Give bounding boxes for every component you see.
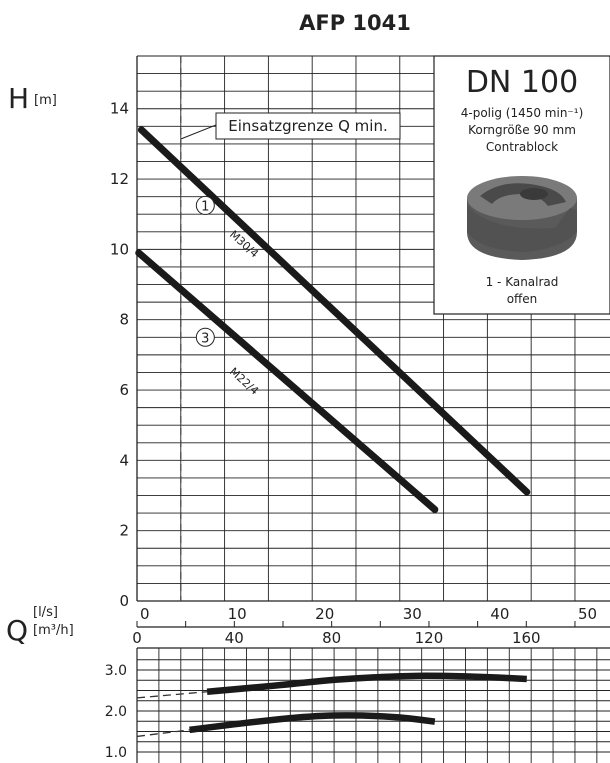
lower-y-tick-label: 2.0	[105, 704, 127, 720]
min-flow-line-group: Einsatzgrenze Q min.	[180, 56, 401, 601]
impeller-image	[467, 176, 577, 260]
secondary-axis-labels: 0 40 80 120 160	[132, 621, 610, 647]
power-curve-1	[206, 672, 527, 695]
x-tick-label: 20	[315, 605, 334, 623]
curve-marker-number: 3	[201, 331, 209, 346]
curve-marker-circle	[195, 327, 215, 347]
y-tick-label: 2	[119, 522, 129, 540]
curve-marker-circle	[195, 195, 215, 215]
y-tick-label: 6	[119, 381, 129, 399]
y-tick-label: 12	[110, 170, 129, 188]
lower-y-tick-label: 3.0	[105, 663, 127, 679]
y-axis-label: H	[8, 82, 29, 115]
x-tick-label: 0	[140, 605, 150, 623]
power-curve-dashed-start	[136, 691, 208, 699]
chart-title: AFP 1041	[299, 11, 411, 35]
secondary-tick-label: 120	[415, 629, 444, 647]
x-axis-unit-m3h: [m³/h]	[33, 623, 74, 638]
x-tick-label: 40	[490, 605, 509, 623]
head-curve-M22/4	[135, 249, 439, 514]
y-tick-label: 4	[119, 451, 129, 469]
y-tick-label: 8	[119, 311, 129, 329]
power-curves	[136, 672, 527, 738]
power-curve-2	[189, 712, 436, 734]
x-axis-label: Q	[6, 614, 28, 647]
main-axis-labels: 0 2 4 6 8 10 12 14 0 10 20 30 40 50	[110, 100, 597, 623]
inset-line-1: 4-polig (1450 min⁻¹)	[461, 106, 584, 120]
min-flow-label-box	[215, 112, 401, 140]
head-curve-M30/4	[137, 126, 531, 496]
curve-model-label: M22/4	[227, 365, 261, 398]
lower-grid	[136, 647, 610, 763]
lower-axis-labels: 1.0 2.0 3.0	[105, 663, 127, 761]
secondary-tick-label: 160	[512, 629, 541, 647]
y-axis-unit: [m]	[34, 93, 57, 108]
x-tick-label: 10	[228, 605, 247, 623]
x-tick-label: 30	[403, 605, 422, 623]
y-tick-label: 0	[119, 592, 129, 610]
min-flow-label: Einsatzgrenze Q min.	[228, 117, 388, 135]
min-flow-leader-line	[180, 124, 217, 140]
x-tick-label: 50	[578, 605, 597, 623]
inset-line-5: offen	[507, 292, 538, 306]
y-tick-label: 10	[110, 240, 129, 258]
inset-line-3: Contrablock	[486, 140, 558, 154]
secondary-tick-label: 40	[225, 629, 244, 647]
secondary-tick-label: 80	[322, 629, 341, 647]
curve-marker-number: 1	[201, 199, 209, 214]
secondary-tick-label: 0	[132, 629, 142, 647]
inset-line-2: Korngröße 90 mm	[468, 123, 576, 137]
power-curve-dashed-start	[136, 729, 190, 738]
x-axis-unit-ls: [l/s]	[33, 605, 58, 620]
lower-y-tick-label: 1.0	[105, 745, 127, 761]
inset-heading: DN 100	[466, 65, 578, 100]
y-tick-label: 14	[110, 100, 129, 118]
inset-box: DN 100 4-polig (1450 min⁻¹) Korngröße 90…	[433, 55, 610, 315]
inset-line-4: 1 - Kanalrad	[486, 275, 559, 289]
